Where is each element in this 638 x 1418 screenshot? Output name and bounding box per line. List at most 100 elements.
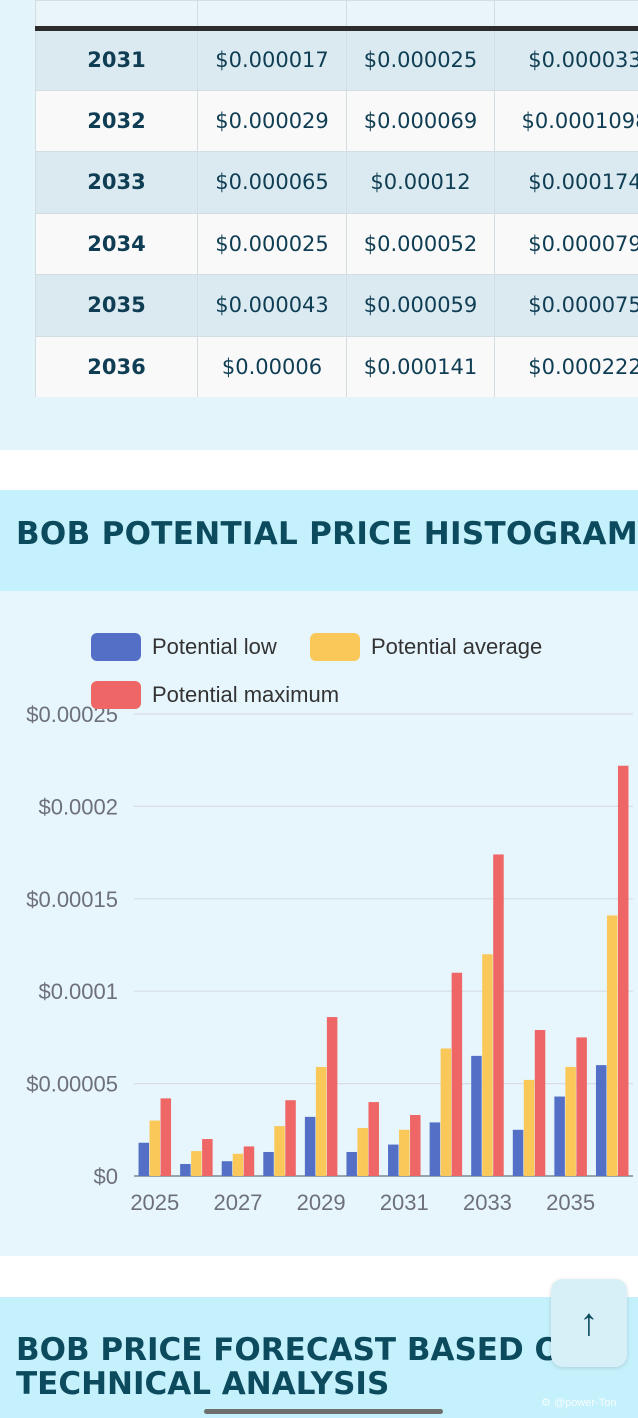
- y-tick-label: $0.0001: [38, 979, 118, 1004]
- max-price-cell: $0.000033: [494, 28, 638, 91]
- year-cell: 2036: [35, 335, 198, 397]
- forecast-table-section: 2031 $0.000017 $0.000025 $0.000033 2032 $0.00…: [0, 0, 638, 450]
- table-row: 2033 $0.000065 $0.00012 $0.000174: [35, 151, 638, 214]
- y-tick-label: $0.00015: [26, 887, 118, 912]
- price-histogram-chart: $0$0.00005$0.0001$0.00015$0.0002$0.00025…: [26, 702, 633, 1215]
- technical-forecast-section-header: BOB PRICE FORECAST BASED ON TECHNICAL AN…: [0, 1297, 638, 1418]
- bar-potential-average-2032[interactable]: [440, 1048, 452, 1176]
- bar-potential-maximum-2030[interactable]: [368, 1102, 379, 1176]
- bar-potential-maximum-2025[interactable]: [160, 1098, 172, 1176]
- max-price-cell: $0.000079: [494, 212, 638, 275]
- legend-label-average: Potential average: [371, 634, 543, 659]
- bar-potential-average-2028[interactable]: [274, 1126, 285, 1176]
- low-price-cell: $0.00006: [197, 335, 347, 397]
- bar-potential-maximum-2032[interactable]: [451, 972, 463, 1176]
- table-header-row: [35, 0, 638, 31]
- bar-potential-low-2027[interactable]: [221, 1161, 233, 1176]
- bar-potential-maximum-2026[interactable]: [202, 1139, 213, 1176]
- histogram-heading: BOB POTENTIAL PRICE HISTOGRAM: [16, 516, 638, 552]
- legend-swatch-low: [91, 633, 141, 661]
- legend-item-average[interactable]: Potential average: [310, 633, 542, 661]
- x-tick-label: 2035: [546, 1190, 595, 1215]
- legend-item-low[interactable]: Potential low: [91, 633, 277, 661]
- bar-potential-average-2035[interactable]: [565, 1066, 576, 1176]
- bar-potential-maximum-2029[interactable]: [326, 1017, 338, 1176]
- bar-potential-low-2031[interactable]: [388, 1144, 399, 1176]
- watermark-text: ⚙ @power-Ton: [541, 1397, 617, 1409]
- year-cell: 2035: [35, 274, 198, 337]
- scroll-to-top-button[interactable]: ↑: [551, 1279, 627, 1367]
- bar-potential-average-2033[interactable]: [482, 954, 493, 1176]
- bar-potential-maximum-2033[interactable]: [493, 854, 504, 1176]
- x-tick-label: 2029: [297, 1190, 346, 1215]
- bar-potential-average-2025[interactable]: [149, 1120, 161, 1176]
- bar-potential-low-2028[interactable]: [263, 1151, 274, 1176]
- legend-swatch-average: [310, 633, 360, 661]
- legend-swatch-maximum: [91, 681, 141, 709]
- table-header-cell: [197, 0, 347, 31]
- average-price-cell: $0.000069: [346, 89, 495, 152]
- histogram-section-header: BOB POTENTIAL PRICE HISTOGRAM: [0, 490, 638, 591]
- low-price-cell: $0.000065: [197, 151, 347, 214]
- x-tick-label: 2025: [130, 1190, 179, 1215]
- table-row: 2032 $0.000029 $0.000069 $0.0001098: [35, 89, 638, 152]
- bar-potential-maximum-2035[interactable]: [576, 1037, 587, 1176]
- average-price-cell: $0.000052: [346, 212, 495, 275]
- bar-potential-average-2031[interactable]: [399, 1129, 410, 1176]
- bar-potential-average-2036[interactable]: [606, 915, 618, 1176]
- arrow-up-icon: ↑: [579, 1301, 599, 1344]
- average-price-cell: $0.000059: [346, 274, 495, 337]
- bar-potential-average-2027[interactable]: [232, 1153, 244, 1176]
- histogram-chart-area: $0 $0.00005 $0.0001 $0.00015 $0.0002 $0.00025…: [0, 591, 638, 1256]
- bar-potential-low-2030[interactable]: [346, 1151, 357, 1176]
- table-row: 2035 $0.000043 $0.000059 $0.000075: [35, 274, 638, 337]
- y-tick-label: $0: [94, 1164, 118, 1189]
- low-price-cell: $0.000025: [197, 212, 347, 275]
- gesture-navigation-bar[interactable]: [204, 1409, 443, 1414]
- bar-potential-low-2033[interactable]: [471, 1055, 482, 1176]
- y-tick-label: $0.00005: [26, 1072, 118, 1097]
- bar-potential-low-2032[interactable]: [429, 1122, 441, 1176]
- table-header-cell: [35, 0, 198, 31]
- table-header-cell: [494, 0, 638, 31]
- x-tick-label: 2031: [380, 1190, 429, 1215]
- max-price-cell: $0.000222: [494, 335, 638, 397]
- max-price-cell: $0.0001098: [494, 89, 638, 152]
- bar-potential-maximum-2034[interactable]: [534, 1030, 546, 1176]
- y-tick-label: $0.0002: [38, 794, 118, 819]
- bar-potential-low-2035[interactable]: [554, 1096, 565, 1176]
- bar-potential-average-2029[interactable]: [315, 1066, 327, 1176]
- legend-label-maximum: Potential maximum: [152, 682, 340, 707]
- bar-potential-low-2025[interactable]: [138, 1142, 150, 1176]
- forecast-table: 2031 $0.000017 $0.000025 $0.000033 2032 $0.00…: [35, 0, 638, 397]
- table-header-cell: [346, 0, 495, 31]
- legend-label-low: Potential low: [152, 634, 277, 659]
- bar-potential-maximum-2028[interactable]: [285, 1100, 296, 1176]
- bar-potential-low-2026[interactable]: [180, 1163, 191, 1176]
- low-price-cell: $0.000017: [197, 28, 347, 91]
- average-price-cell: $0.000025: [346, 28, 495, 91]
- low-price-cell: $0.000029: [197, 89, 347, 152]
- year-cell: 2032: [35, 89, 198, 152]
- average-price-cell: $0.00012: [346, 151, 495, 214]
- bar-potential-maximum-2027[interactable]: [243, 1146, 255, 1176]
- average-price-cell: $0.000141: [346, 335, 495, 397]
- year-cell: 2031: [35, 28, 198, 91]
- technical-forecast-heading: BOB PRICE FORECAST BASED ON TECHNICAL AN…: [16, 1332, 587, 1402]
- max-price-cell: $0.000075: [494, 274, 638, 337]
- bar-potential-average-2034[interactable]: [523, 1079, 535, 1176]
- bar-potential-maximum-2036[interactable]: [617, 765, 629, 1176]
- table-row: 2036 $0.00006 $0.000141 $0.000222: [35, 335, 638, 397]
- bar-potential-maximum-2031[interactable]: [410, 1115, 421, 1176]
- bar-potential-low-2036[interactable]: [595, 1065, 607, 1176]
- bar-potential-low-2029[interactable]: [304, 1116, 316, 1176]
- bar-potential-average-2030[interactable]: [357, 1127, 368, 1176]
- table-row: 2031 $0.000017 $0.000025 $0.000033: [35, 28, 638, 91]
- year-cell: 2033: [35, 151, 198, 214]
- max-price-cell: $0.000174: [494, 151, 638, 214]
- table-row: 2034 $0.000025 $0.000052 $0.000079: [35, 212, 638, 275]
- bar-potential-low-2034[interactable]: [512, 1129, 524, 1176]
- year-cell: 2034: [35, 212, 198, 275]
- legend-item-maximum[interactable]: Potential maximum: [91, 681, 339, 709]
- bar-potential-average-2026[interactable]: [191, 1151, 202, 1176]
